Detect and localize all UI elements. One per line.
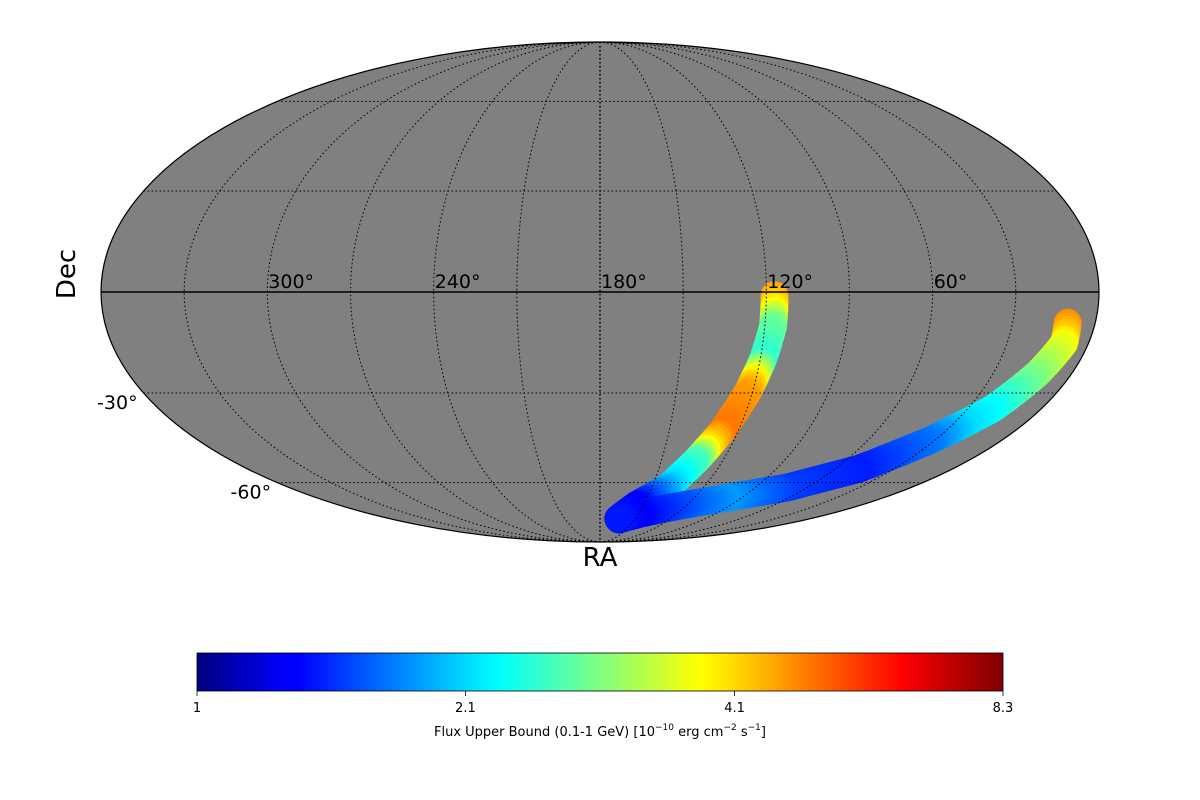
flux-pixel bbox=[605, 505, 634, 534]
colorbar-label: Flux Upper Bound (0.1-1 GeV) [10−10 erg … bbox=[434, 723, 766, 740]
ra-tick-label: 300° bbox=[268, 271, 314, 293]
colorbar-tick-label: 1 bbox=[193, 701, 201, 716]
ra-tick-label: 180° bbox=[601, 271, 647, 293]
colorbar: 1 2.1 4.1 8.3 Flux Upper Bound (0.1-1 GeV) … bbox=[193, 652, 1013, 740]
meridian-line bbox=[599, 42, 767, 542]
meridian-line bbox=[183, 42, 601, 542]
ra-tick-label: 120° bbox=[767, 271, 813, 293]
colorbar-tick-label: 2.1 bbox=[455, 701, 476, 716]
dec-tick-label: -60° bbox=[231, 482, 272, 504]
dec-tick-labels: -30° -60° bbox=[97, 392, 271, 504]
sky-border bbox=[100, 41, 1100, 543]
colorbar-gradient bbox=[196, 652, 1004, 692]
y-axis-title: Dec bbox=[52, 249, 82, 299]
meridian-line bbox=[599, 42, 1017, 542]
x-axis-title: RA bbox=[583, 543, 618, 573]
colorbar-tick-label: 8.3 bbox=[993, 701, 1014, 716]
dec-tick-label: -30° bbox=[97, 392, 138, 414]
ra-tick-label: 240° bbox=[435, 271, 481, 293]
ra-tick-labels: 300° 240° 180° 120° 60° bbox=[268, 271, 967, 293]
ra-tick-label: 60° bbox=[934, 271, 968, 293]
colorbar-ticks: 1 2.1 4.1 8.3 bbox=[193, 691, 1013, 716]
meridian-line bbox=[433, 42, 601, 542]
colorbar-tick-label: 4.1 bbox=[724, 701, 745, 716]
